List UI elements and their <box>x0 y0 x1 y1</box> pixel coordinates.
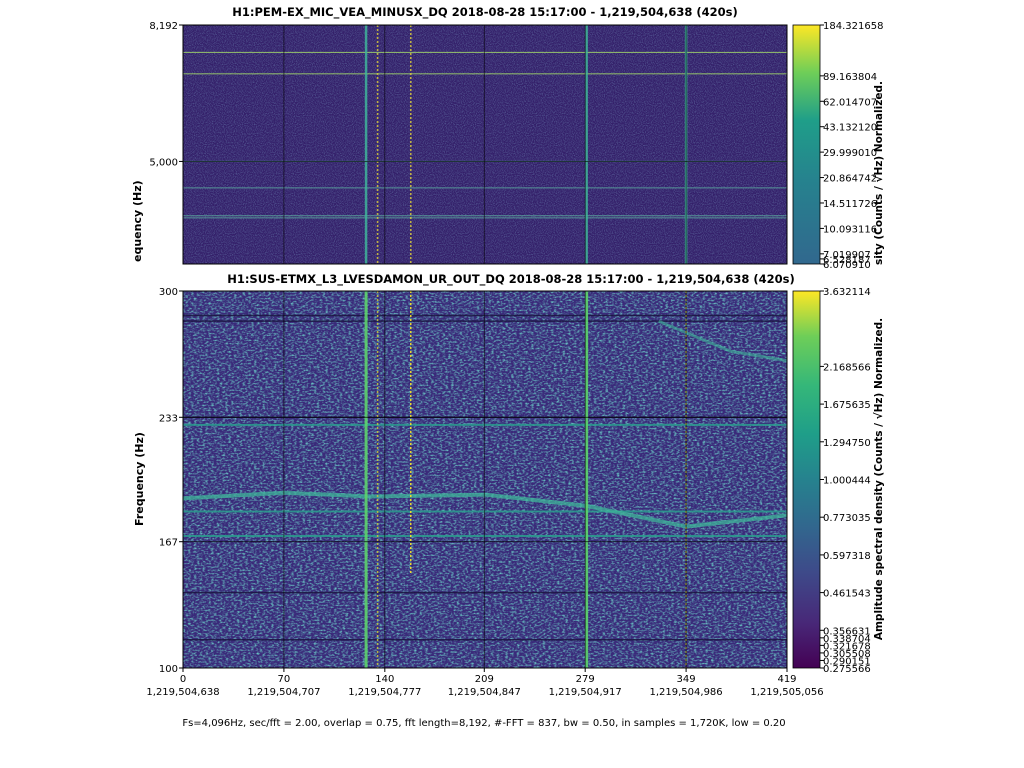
bottom-y-tick-label: 233 <box>159 413 178 424</box>
bottom-colorbar <box>792 290 821 669</box>
bottom-colorbar-tick-label: 0.461543 <box>823 589 871 600</box>
top-colorbar-tick-label: 62.014707 <box>823 97 877 108</box>
top-plot-title: H1:PEM-EX_MIC_VEA_MINUSX_DQ 2018-08-28 1… <box>232 5 737 20</box>
bottom-y-ticks: 300 233 167 100 <box>159 287 183 675</box>
bottom-colorbar-tick-label: 2.168566 <box>823 362 871 373</box>
bottom-x-tick-label: 0 <box>180 674 186 685</box>
bottom-axes-frame <box>182 290 788 669</box>
top-colorbar-ticks: 184.321658 89.163804 62.014707 43.132120 29.… <box>820 21 883 271</box>
bottom-x-tick-gps-label: 1,219,505,056 <box>750 687 823 698</box>
top-colorbar-tick-label: 43.132120 <box>823 123 877 134</box>
bottom-y-axis-label: Frequency (Hz) <box>133 432 146 526</box>
bottom-colorbar-tick-label: 0.773035 <box>823 513 871 524</box>
bottom-x-tick-label: 349 <box>677 674 696 685</box>
top-colorbar-tick-label: 89.163804 <box>823 72 877 83</box>
top-y-ticks: 8,192 5,000 <box>149 21 183 168</box>
bottom-colorbar-tick-label: 1.000444 <box>823 475 871 486</box>
bottom-x-tick-label: 419 <box>777 674 796 685</box>
bottom-colorbar-tick-label: 0.356631 <box>823 626 871 637</box>
bottom-colorbar-tick-label: 0.338704 <box>823 634 871 645</box>
bottom-colorbar-tick-label: 0.597318 <box>823 551 871 562</box>
bottom-colorbar-tick-label: 0.305508 <box>823 649 871 660</box>
top-heatmap <box>183 25 787 264</box>
bottom-x-ticks: 0 1,219,504,638 70 1,219,504,707 140 1,219,50… <box>146 668 824 698</box>
top-grid <box>183 25 787 264</box>
bottom-plot-title: H1:SUS-ETMX_L3_LVESDAMON_UR_OUT_DQ 2018-… <box>227 272 795 287</box>
bottom-y-tick-label: 300 <box>159 287 178 298</box>
bottom-colorbar-tick-label: 1.294750 <box>823 438 871 449</box>
top-colorbar-label: sity (Counts / √Hz) Normalized. <box>873 81 885 265</box>
top-y-axis-label: equency (Hz) <box>131 180 144 262</box>
bottom-x-tick-gps-label: 1,219,504,917 <box>549 687 622 698</box>
bottom-x-tick-gps-label: 1,219,504,986 <box>650 687 723 698</box>
bottom-colorbar-tick-label: 0.321678 <box>823 641 871 652</box>
bottom-x-tick-gps-label: 1,219,504,707 <box>247 687 320 698</box>
top-colorbar-tick-label: 6.070910 <box>823 260 871 271</box>
bottom-x-tick-label: 140 <box>375 674 394 685</box>
bottom-grid <box>183 291 787 668</box>
bottom-x-tick-gps-label: 1,219,504,777 <box>348 687 421 698</box>
bottom-y-tick-label: 167 <box>159 538 178 549</box>
bottom-colorbar-tick-label: 3.632114 <box>823 287 871 298</box>
bottom-upper-wandering-line <box>658 319 787 363</box>
bottom-x-tick-gps-label: 1,219,504,847 <box>448 687 521 698</box>
top-colorbar <box>792 24 821 265</box>
bottom-x-tick-label: 209 <box>475 674 494 685</box>
top-colorbar-tick-label: 7.019907 <box>823 250 871 261</box>
bottom-x-tick-gps-label: 1,219,504,638 <box>146 687 219 698</box>
top-colorbar-tick-label: 10.093116 <box>823 224 877 235</box>
footer-parameters: Fs=4,096Hz, sec/fft = 2.00, overlap = 0.… <box>182 718 785 729</box>
top-axes-frame <box>182 24 788 265</box>
bottom-heatmap <box>183 291 787 668</box>
bottom-colorbar-ticks: 3.632114 2.168566 1.675635 1.294750 1.000444… <box>820 287 871 675</box>
bottom-colorbar-tick-label: 1.675635 <box>823 400 871 411</box>
bottom-colorbar-tick-label: 0.290151 <box>823 656 871 667</box>
top-y-tick-label: 8,192 <box>149 21 178 32</box>
bottom-colorbar-tick-label: 0.275566 <box>823 664 871 675</box>
bottom-x-tick-label: 70 <box>278 674 291 685</box>
top-colorbar-tick-label: 29.999010 <box>823 148 877 159</box>
bottom-colorbar-label: Amplitude spectral density (Counts / √Hz… <box>873 318 885 640</box>
top-colorbar-tick-label: 6.528187 <box>823 255 871 266</box>
top-y-tick-label: 5,000 <box>149 157 178 168</box>
top-colorbar-tick-label: 14.511726 <box>823 199 877 210</box>
top-colorbar-tick-label: 184.321658 <box>823 21 883 32</box>
bottom-y-tick-label: 100 <box>159 664 178 675</box>
top-colorbar-tick-label: 20.864742 <box>823 174 877 185</box>
bottom-x-tick-label: 279 <box>576 674 595 685</box>
